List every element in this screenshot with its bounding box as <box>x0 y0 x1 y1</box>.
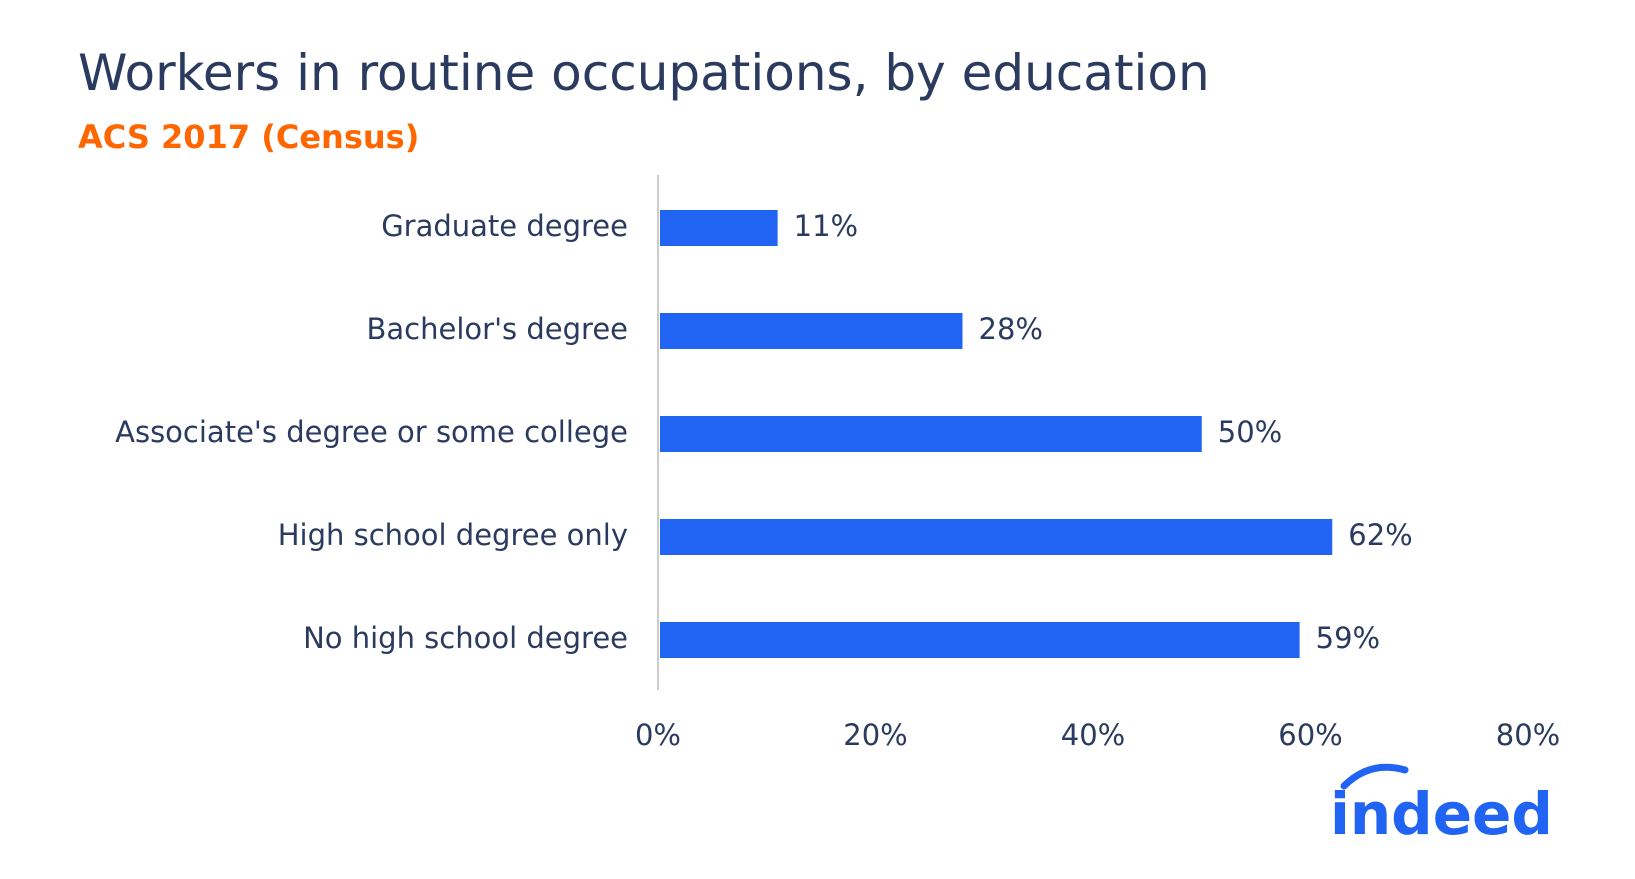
value-label: 62% <box>1348 518 1412 552</box>
value-label: 50% <box>1218 415 1282 449</box>
bar <box>660 622 1300 658</box>
chart-subtitle: ACS 2017 (Census) <box>78 118 420 156</box>
value-label: 11% <box>794 209 858 243</box>
category-label: Graduate degree <box>381 209 628 243</box>
x-tick-label: 80% <box>1496 718 1560 752</box>
x-tick-label: 0% <box>635 718 681 752</box>
value-labels: 11% 28% 50% 62% 59% <box>794 209 1413 655</box>
category-labels: Graduate degree Bachelor's degree Associat… <box>115 209 628 655</box>
value-label: 28% <box>979 312 1043 346</box>
value-label: 59% <box>1316 621 1380 655</box>
chart-title: Workers in routine occupations, by educa… <box>78 44 1210 102</box>
x-tick-labels: 0% 20% 40% 60% 80% <box>635 718 1560 752</box>
category-label: High school degree only <box>278 518 628 552</box>
bar <box>660 519 1333 555</box>
x-tick-label: 60% <box>1278 718 1342 752</box>
category-label: No high school degree <box>303 621 628 655</box>
x-tick-label: 40% <box>1061 718 1125 752</box>
logo-arc <box>1340 763 1409 790</box>
indeed-logo: indeed <box>1330 763 1553 846</box>
x-tick-label: 20% <box>843 718 907 752</box>
category-label: Bachelor's degree <box>367 312 628 346</box>
bar <box>660 416 1202 452</box>
logo-text: indeed <box>1330 780 1553 846</box>
bars <box>660 210 1333 658</box>
category-label: Associate's degree or some college <box>115 415 628 449</box>
bar <box>660 210 778 246</box>
bar <box>660 313 963 349</box>
